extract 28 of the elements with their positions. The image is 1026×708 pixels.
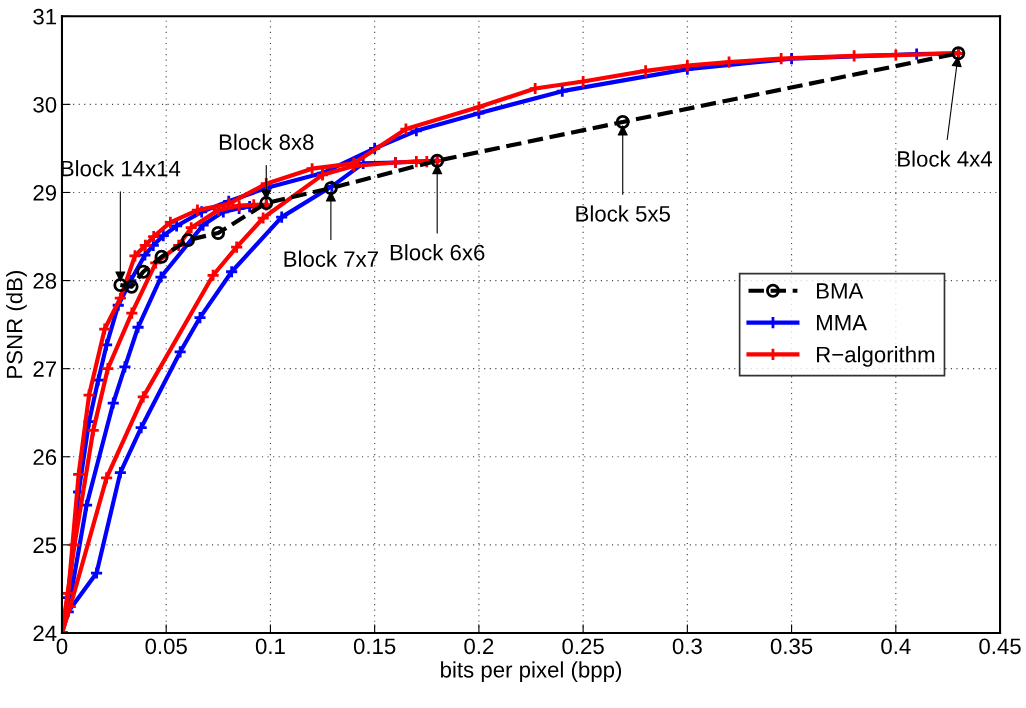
- y-tick-label: 30: [33, 96, 57, 113]
- y-tick-label: 26: [33, 449, 57, 466]
- x-tick-label: 0: [56, 638, 68, 655]
- annotation: Block 5x5: [576, 205, 670, 222]
- y-tick-label: 27: [33, 361, 56, 377]
- y-tick-label: 25: [33, 537, 57, 554]
- y-tick-label: 28: [33, 273, 57, 289]
- x-tick-label: 0.4: [881, 638, 911, 655]
- x-tick-label: 0.2: [464, 638, 494, 655]
- x-tick-label: 0.15: [353, 638, 396, 655]
- x-tick-label: 0.45: [979, 638, 1021, 655]
- x-tick-label: 0.1: [255, 638, 285, 655]
- x-axis-title: bits per pixel (bpp): [441, 661, 622, 683]
- legend-label: MMA: [817, 315, 867, 331]
- annotation: Block 8x8: [219, 133, 314, 151]
- annotation: Block 6x6: [390, 244, 485, 261]
- y-tick-label: 24: [33, 625, 57, 641]
- legend-label: R−algorithm: [817, 346, 935, 367]
- x-tick-label: 0.3: [672, 638, 702, 655]
- x-tick-label: 0.05: [145, 638, 187, 655]
- y-tick-label: 29: [33, 185, 57, 201]
- x-tick-label: 0.35: [770, 638, 813, 655]
- y-axis-title: PSNR (dB): [6, 271, 27, 378]
- x-tick-label: 0.25: [562, 638, 604, 655]
- y-tick-label: 31: [33, 8, 57, 25]
- annotation: Block 7x7: [284, 250, 378, 267]
- annotation: Block 4x4: [898, 150, 992, 167]
- legend-label: BMA: [817, 283, 864, 299]
